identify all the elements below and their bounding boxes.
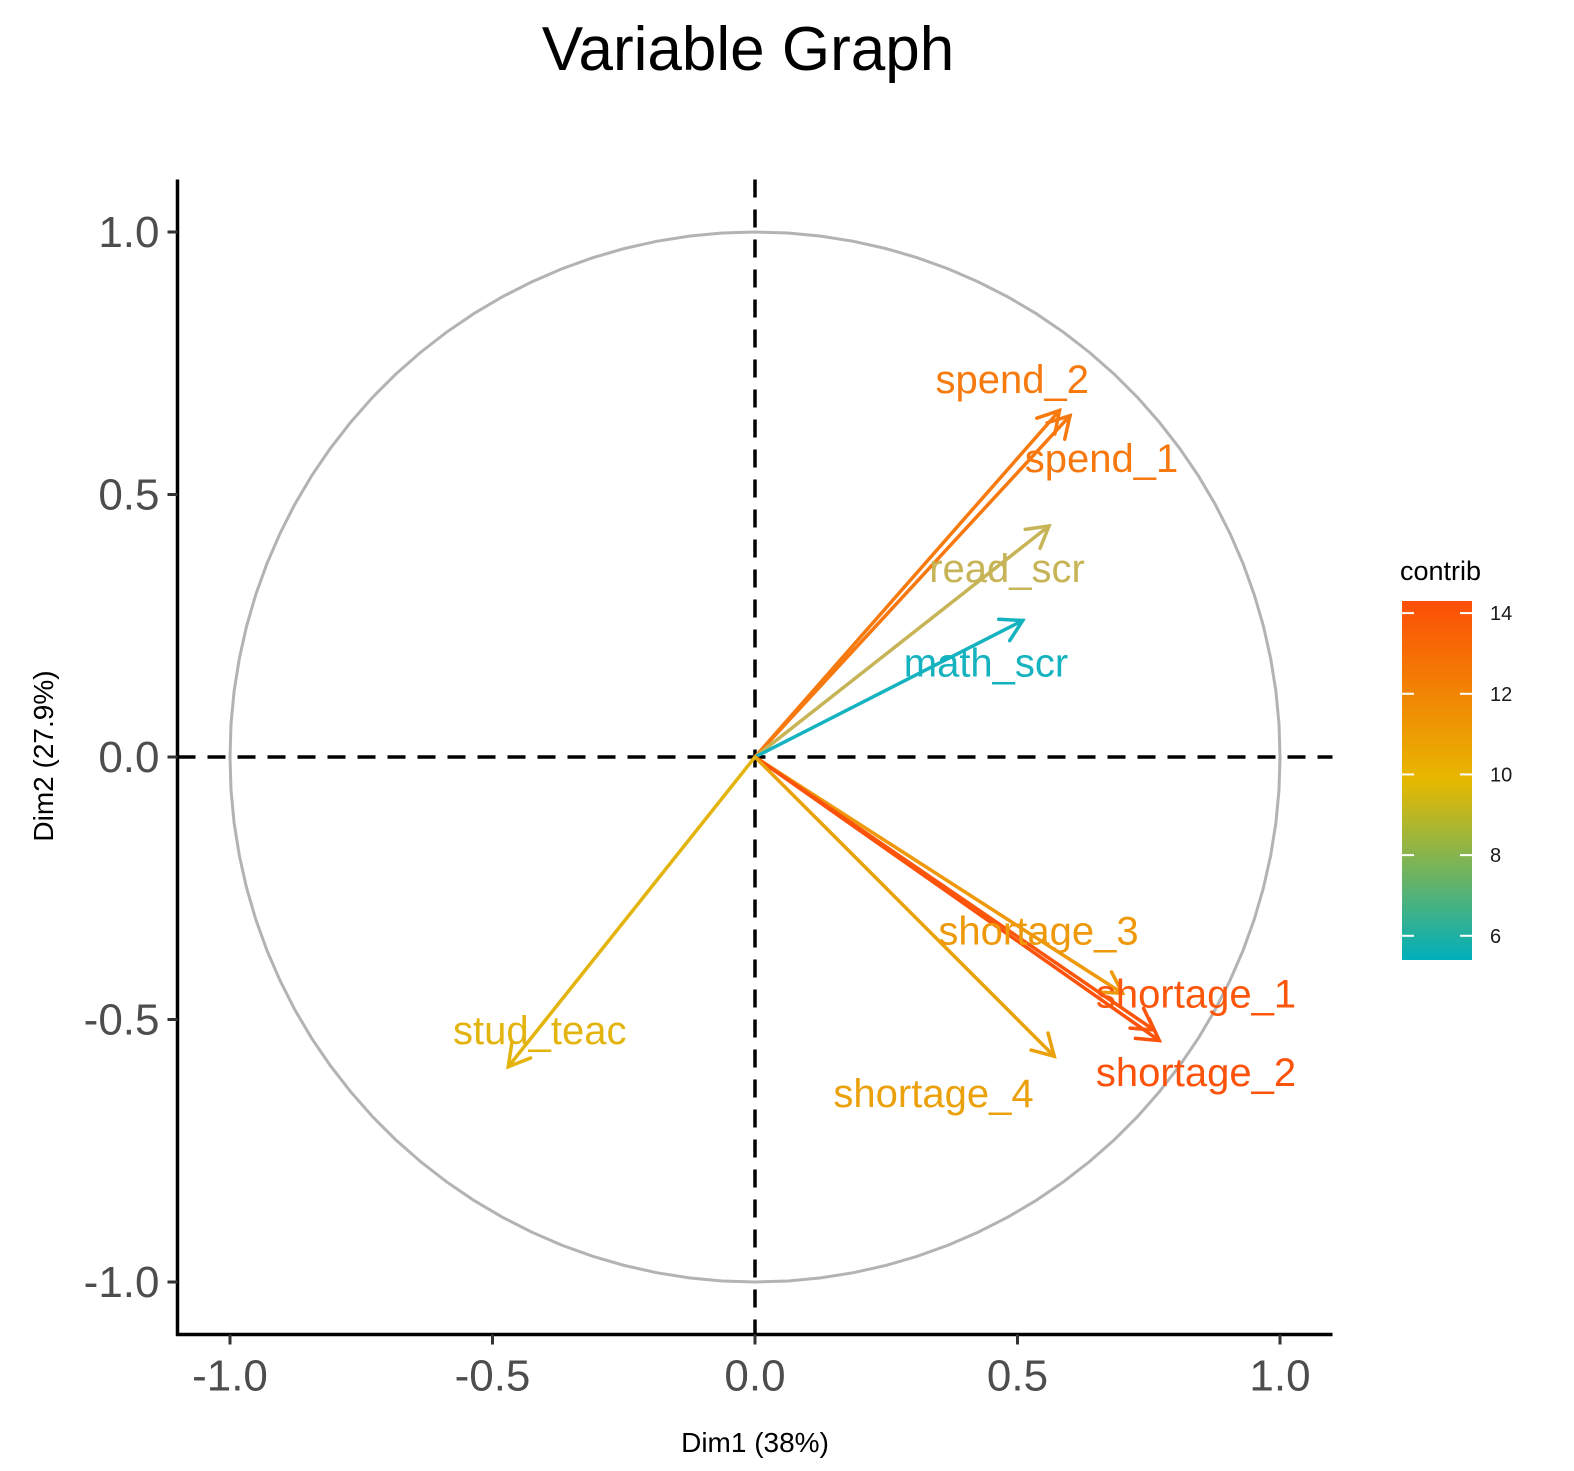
y-tick-label: -0.5 bbox=[84, 996, 160, 1045]
arrow-shortage-3 bbox=[753, 755, 1126, 996]
variable-label-shortage-4: shortage_4 bbox=[833, 1072, 1033, 1116]
arrow-head bbox=[1133, 1016, 1163, 1043]
arrow-shaft bbox=[753, 755, 1056, 1058]
arrow-shaft bbox=[753, 414, 1072, 759]
x-tick-label: 0.5 bbox=[987, 1352, 1048, 1401]
x-tick-label: -0.5 bbox=[455, 1352, 531, 1401]
legend-tick-label: 14 bbox=[1490, 603, 1512, 625]
arrow-shortage-2 bbox=[753, 755, 1163, 1043]
y-tick-label: -1.0 bbox=[84, 1258, 160, 1307]
arrow-shaft bbox=[753, 755, 1125, 995]
x-tick-label: 1.0 bbox=[1249, 1352, 1310, 1401]
arrow-math-scr bbox=[753, 617, 1026, 759]
legend-tick-label: 8 bbox=[1490, 845, 1501, 867]
arrow-shortage-4 bbox=[753, 755, 1057, 1059]
arrow-shaft bbox=[506, 755, 757, 1069]
legend-tick-label: 10 bbox=[1490, 764, 1512, 786]
variable-label-math-scr: math_scr bbox=[904, 642, 1069, 686]
legend-title: contrib bbox=[1400, 556, 1481, 586]
arrow-head bbox=[506, 1041, 533, 1070]
legend-colorbar bbox=[1402, 601, 1472, 960]
y-tick-label: 0.0 bbox=[98, 733, 159, 782]
y-tick-label: 1.0 bbox=[98, 208, 159, 257]
variable-label-shortage-1: shortage_1 bbox=[1096, 972, 1296, 1016]
legend: contrib 6 8 10 12 14 bbox=[1400, 556, 1512, 960]
x-axis-title: Dim1 (38%) bbox=[681, 1427, 829, 1458]
arrow-head bbox=[1045, 413, 1073, 441]
arrow-spend-1 bbox=[753, 413, 1073, 759]
arrow-shaft bbox=[753, 755, 1161, 1043]
arrow-head bbox=[997, 617, 1026, 643]
variable-label-read-scr: read_scr bbox=[929, 547, 1085, 591]
y-tick-label: 0.5 bbox=[98, 471, 159, 520]
variable-label-shortage-3: shortage_3 bbox=[938, 909, 1138, 953]
arrow-read-scr bbox=[753, 523, 1052, 759]
arrow-shaft bbox=[753, 618, 1025, 759]
variable-label-spend-2: spend_2 bbox=[936, 358, 1089, 402]
arrow-head bbox=[1023, 523, 1052, 551]
x-tick-label: -1.0 bbox=[192, 1352, 268, 1401]
variable-label-stud-teac: stud_teac bbox=[453, 1009, 626, 1053]
variable-label-shortage-2: shortage_2 bbox=[1096, 1051, 1296, 1095]
y-axis-title: Dim2 (27.9%) bbox=[28, 670, 59, 841]
x-tick-label: 0.0 bbox=[724, 1352, 785, 1401]
arrow-stud-teac bbox=[506, 755, 757, 1070]
arrow-head bbox=[1035, 407, 1062, 436]
arrow-head bbox=[1096, 970, 1126, 996]
chart-title: Variable Graph bbox=[542, 15, 954, 84]
correlation-circle bbox=[228, 230, 1282, 1284]
legend-tick-label: 6 bbox=[1490, 926, 1501, 948]
arrow-head bbox=[1029, 1031, 1057, 1059]
plot-area: -1.0 -0.5 0.0 0.5 1.0 -1.0 -0.5 0.0 0.5 1.0 spend_… bbox=[84, 179, 1333, 1401]
arrow-spend-2 bbox=[753, 407, 1062, 759]
arrow-shaft bbox=[753, 408, 1062, 759]
arrow-shaft bbox=[753, 524, 1051, 759]
legend-tick-label: 12 bbox=[1490, 684, 1512, 706]
variable-label-spend-1: spend_1 bbox=[1025, 437, 1178, 481]
